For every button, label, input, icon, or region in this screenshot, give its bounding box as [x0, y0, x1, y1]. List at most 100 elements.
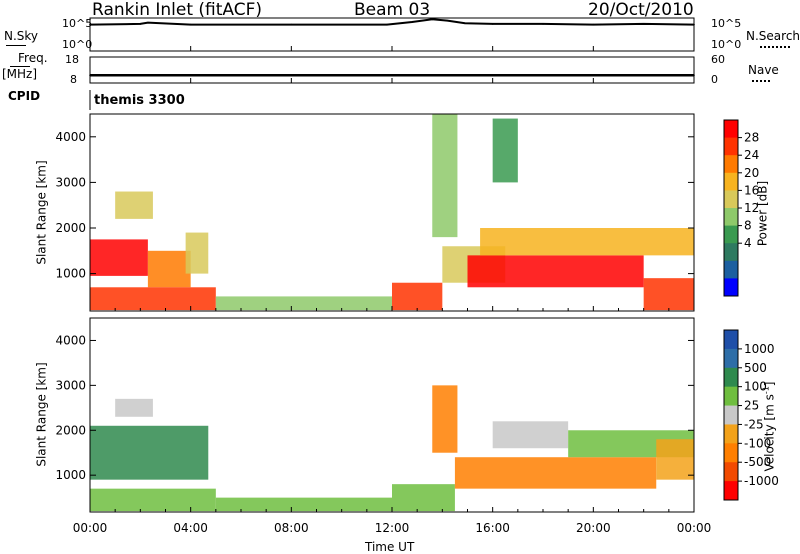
cpid-label: CPID	[8, 89, 41, 103]
power-panel	[90, 114, 694, 311]
nave-tick-bottom: 0	[711, 73, 718, 86]
nsky-legend-line	[6, 45, 26, 46]
nsky-point	[431, 18, 434, 21]
heatmap-region	[185, 232, 209, 274]
colorbar-segment	[724, 243, 738, 262]
nsky-tick-top: 10^5	[62, 17, 93, 30]
nsky-series-line	[89, 18, 695, 26]
nsky-point	[139, 23, 142, 25]
velocity-ylabel: Slant Range [km]	[34, 362, 49, 467]
nsearch-label: N.Search	[746, 29, 800, 43]
heatmap-region	[656, 439, 694, 480]
nsearch-tick-bottom: 10^0	[711, 38, 742, 51]
y-tick-label: 3000	[55, 175, 86, 189]
velocity-panel	[90, 385, 694, 512]
y-tick-label: 1000	[55, 468, 86, 482]
colorbar-segment	[724, 348, 738, 369]
cpid-value: themis 3300	[94, 93, 185, 108]
colorbar-segment	[724, 225, 738, 244]
heatmap-region	[115, 398, 153, 417]
nsky-point	[147, 21, 149, 24]
freq-point	[189, 74, 192, 76]
nsky-label: N.Sky	[4, 29, 39, 43]
nsky-point	[386, 23, 388, 26]
freq-point	[290, 74, 293, 76]
heatmap-region	[454, 457, 657, 489]
colorbar-segment	[724, 278, 738, 297]
colorbar-segment	[724, 386, 738, 407]
colorbar-segment	[724, 190, 738, 209]
freq-tick-bottom: 8	[70, 73, 77, 86]
freq-point	[391, 74, 393, 76]
heatmap-region	[480, 228, 694, 256]
heatmap-region	[643, 278, 694, 311]
colorbar-segment	[724, 155, 738, 174]
nsearch-tick-top: 10^5	[711, 17, 742, 30]
colorbar-tick-label: 16	[744, 183, 759, 197]
nsky-point	[642, 23, 645, 25]
nave-legend-line	[752, 80, 770, 82]
colorbar-tick-label: -500	[744, 455, 771, 469]
colorbar-segment	[724, 208, 738, 227]
nsky-point	[464, 22, 466, 25]
heatmap-region	[90, 488, 216, 512]
heatmap-region	[467, 255, 644, 288]
beam-label: Beam 03	[354, 0, 431, 20]
x-tick-label: 00:00	[677, 521, 712, 535]
x-tick-label: 04:00	[173, 521, 208, 535]
y-tick-label: 2000	[55, 423, 86, 437]
freq-tick-top: 18	[65, 53, 79, 66]
y-tick-label: 1000	[55, 267, 86, 281]
heatmap-region	[432, 385, 458, 453]
x-tick-label: 08:00	[274, 521, 309, 535]
colorbar-tick-label: 4	[744, 236, 752, 250]
colorbar-segment	[724, 443, 738, 463]
freq-point	[491, 74, 494, 76]
y-tick-label: 3000	[55, 378, 86, 392]
colorbar-tick-label: 25	[744, 399, 759, 413]
heatmap-region	[492, 421, 569, 449]
x-axis-label: Time UT	[365, 540, 415, 554]
colorbar-segment	[724, 137, 738, 156]
colorbar-segment	[724, 330, 738, 350]
power-colorbar-title: Power [dB]	[755, 180, 770, 247]
power-ylabel: Slant Range [km]	[34, 160, 49, 265]
colorbar-tick-label: 12	[744, 201, 759, 215]
colorbar-tick-label: 1000	[744, 342, 775, 356]
x-tick-label: 20:00	[576, 521, 611, 535]
colorbar-tick-label: 500	[744, 361, 767, 375]
heatmap-region	[90, 425, 209, 480]
colorbar-tick-label: 28	[744, 131, 759, 145]
colorbar-tick-label: 20	[744, 166, 759, 180]
freq-point	[693, 74, 695, 76]
heatmap-region	[432, 114, 458, 238]
power-colorbar: 28 24 20 16 12 8 4	[723, 119, 759, 297]
colorbar-segment	[724, 424, 738, 444]
heatmap-region	[492, 118, 518, 183]
nsky-line	[89, 18, 695, 26]
nave-tick-top: 60	[711, 53, 725, 66]
heatmap-region	[392, 282, 443, 311]
x-tick-label: 00:00	[73, 521, 108, 535]
freq-unit: [MHz]	[2, 67, 38, 81]
nsky-point	[542, 23, 544, 25]
colorbar-tick-label: 24	[744, 148, 759, 162]
freq-label: Freq.	[18, 51, 48, 65]
nsky-point	[189, 23, 192, 26]
nsky-point	[446, 19, 449, 22]
x-tick-label: 16:00	[475, 521, 510, 535]
colorbar-segment	[724, 481, 738, 501]
x-tick-label: 12:00	[375, 521, 410, 535]
freq-point	[592, 74, 595, 76]
freq-point	[89, 74, 91, 76]
colorbar-tick-label: -1000	[744, 474, 779, 488]
nsky-point	[693, 23, 695, 26]
station-title: Rankin Inlet (fitACF)	[92, 0, 263, 20]
freq-line	[89, 73, 695, 77]
nsky-tick-bottom: 10^0	[62, 38, 93, 51]
heatmap-region	[115, 191, 153, 219]
freq-legend-line	[10, 66, 30, 67]
nsearch-legend-line	[760, 46, 790, 48]
heatmap-region	[90, 287, 216, 311]
colorbar-segment	[724, 405, 738, 425]
